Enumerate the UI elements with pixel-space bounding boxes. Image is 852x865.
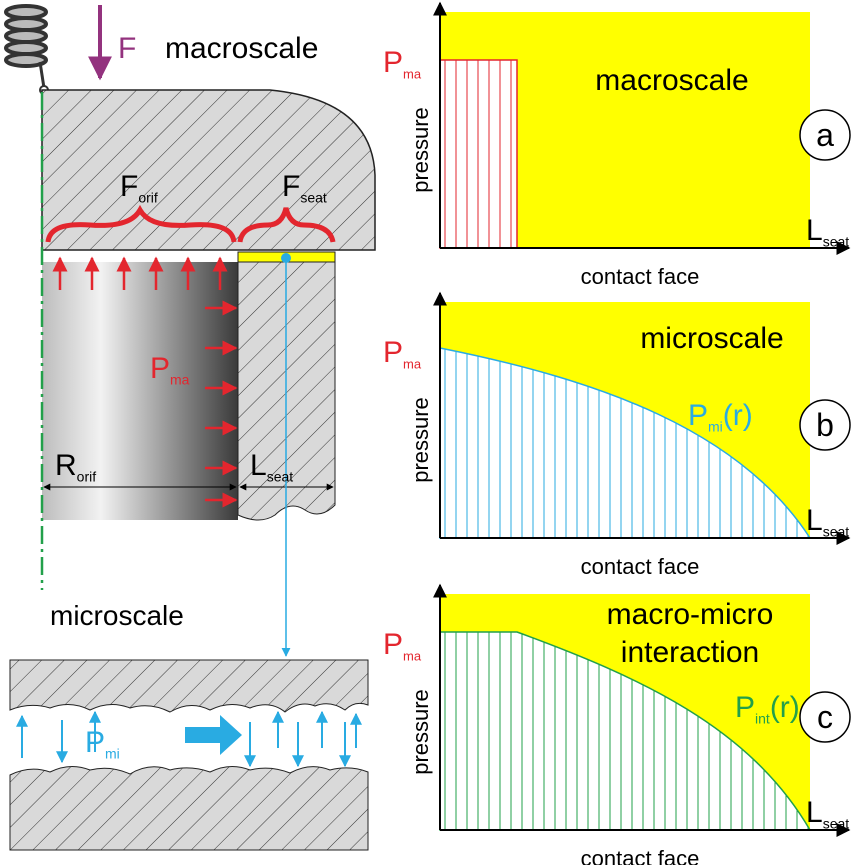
p-ma-symbol: P	[383, 628, 403, 661]
microscale-label: microscale	[50, 600, 184, 631]
left-drawing	[6, 5, 375, 850]
f-seat-symbol: F	[282, 170, 300, 203]
p-ma-sub: ma	[403, 67, 422, 82]
p-mi: Pmi	[85, 726, 120, 762]
l-seat-left-sub: seat	[267, 469, 294, 485]
curve-label-suffix: (r)	[770, 691, 800, 724]
f-seat-sub: seat	[300, 190, 327, 206]
p-ma-sub: ma	[403, 357, 422, 372]
x-axis-label: contact face	[581, 264, 700, 289]
l-seat-symbol: L	[806, 796, 823, 829]
f-orif-sub: orif	[138, 190, 158, 206]
p-ma-symbol: P	[383, 336, 403, 369]
r-orif-sub: orif	[77, 469, 97, 485]
l-seat-sub: seat	[823, 234, 850, 250]
micro-lower	[10, 766, 368, 850]
panel-letter: a	[816, 117, 834, 153]
x-axis-label: contact face	[581, 554, 700, 579]
panel-title: interaction	[621, 636, 759, 669]
l-seat: Lseat	[806, 796, 849, 832]
panel-letter: b	[816, 407, 834, 443]
f-orif-symbol: F	[120, 170, 138, 203]
p-ma: Pma	[383, 336, 422, 372]
curve-label-symbol: P	[688, 399, 708, 432]
curve-label-sub: mi	[708, 419, 723, 435]
l-seat-symbol: L	[806, 504, 823, 537]
panel-letter: c	[817, 699, 833, 735]
l-seat: Lseat	[806, 214, 849, 250]
page: {"left":{"force":"F","macroscale":"macro…	[0, 0, 852, 865]
l-seat-left-symbol: L	[250, 449, 267, 482]
p-ma: Pma	[383, 46, 422, 82]
curve-label-suffix: (r)	[723, 399, 753, 432]
y-axis-label: pressure	[408, 107, 433, 193]
zoom-point	[281, 253, 291, 263]
r-orif-symbol: R	[55, 449, 77, 482]
p-ma: Pma	[383, 628, 422, 664]
curve-label-symbol: P	[735, 691, 755, 724]
p-mi-sub: mi	[105, 746, 120, 762]
curve-label-sub: int	[755, 711, 770, 727]
diagram: FmacroscaleForifFseatPmaRorifLseatmicros…	[0, 0, 852, 865]
y-axis-label: pressure	[408, 689, 433, 775]
macroscale-label: macroscale	[165, 32, 318, 65]
y-axis-label: pressure	[408, 397, 433, 483]
panel-title: macro-micro	[607, 598, 774, 631]
l-seat-sub: seat	[823, 816, 850, 832]
panel-title: macroscale	[595, 64, 748, 97]
p-mi-symbol: P	[85, 726, 105, 759]
l-seat: Lseat	[806, 504, 849, 540]
panel-title: microscale	[640, 322, 783, 355]
l-seat-symbol: L	[806, 214, 823, 247]
p-ma-sub: ma	[403, 649, 422, 664]
flow-arrow	[185, 715, 242, 755]
l-seat-sub: seat	[823, 524, 850, 540]
spring	[6, 6, 48, 94]
force-label: F	[118, 32, 136, 65]
micro-upper	[10, 660, 368, 712]
pressure-profile	[440, 60, 517, 248]
p-ma-symbol: P	[383, 46, 403, 79]
x-axis-label: contact face	[581, 846, 700, 865]
p-ma-left-symbol: P	[150, 352, 170, 385]
p-ma-left-sub: ma	[170, 372, 190, 388]
